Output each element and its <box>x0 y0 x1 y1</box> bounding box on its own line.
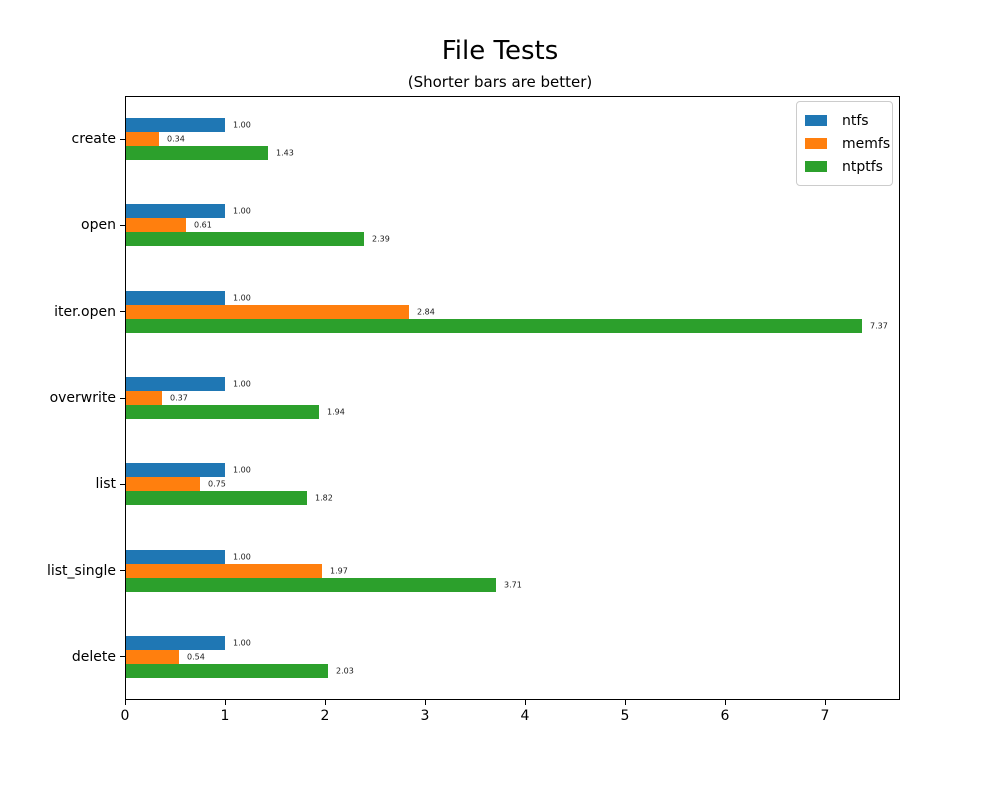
legend-label: ntptfs <box>842 158 883 175</box>
bar-value-label: 1.00 <box>233 465 251 475</box>
x-tick-label: 7 <box>820 708 830 724</box>
y-axis-tick <box>120 397 125 399</box>
x-axis-tick <box>825 700 826 705</box>
x-tick-label: 2 <box>320 708 330 724</box>
bar-value-label: 7.37 <box>870 321 888 331</box>
x-tick-label: 4 <box>520 708 530 724</box>
y-axis-tick <box>120 138 125 140</box>
bar-ntptfs <box>126 491 307 506</box>
bar-memfs <box>126 391 162 405</box>
y-axis-tick <box>120 311 125 313</box>
bar-value-label: 1.00 <box>233 638 251 648</box>
category-label: overwrite <box>49 390 116 406</box>
bar-ntptfs <box>126 577 496 592</box>
x-axis-tick <box>725 700 726 705</box>
bar-value-label: 2.84 <box>417 307 435 317</box>
bar-value-label: 1.00 <box>233 552 251 562</box>
legend-label: memfs <box>842 135 891 152</box>
x-axis-tick <box>125 700 126 705</box>
plot-area <box>125 96 900 700</box>
y-axis-tick <box>120 224 125 226</box>
legend-swatch-icon <box>805 115 827 126</box>
chart-subtitle: (Shorter bars are better) <box>407 73 593 91</box>
bar-memfs <box>126 132 159 147</box>
bar-value-label: 1.00 <box>233 120 251 130</box>
bar-ntfs <box>126 377 225 391</box>
legend-entry-ntptfs: ntptfs <box>805 155 884 178</box>
bar-memfs <box>126 304 409 319</box>
bar-memfs <box>126 649 179 664</box>
bar-value-label: 2.39 <box>372 234 390 244</box>
bar-value-label: 0.34 <box>167 134 185 144</box>
bar-value-label: 0.37 <box>170 393 188 403</box>
category-label: iter.open <box>54 303 116 320</box>
x-tick-label: 3 <box>420 708 430 724</box>
legend-swatch-icon <box>805 138 827 149</box>
bar-ntptfs <box>126 318 862 333</box>
y-axis-tick <box>120 656 125 658</box>
bar-value-label: 0.61 <box>194 220 212 230</box>
x-axis-tick <box>325 700 326 705</box>
legend-swatch-icon <box>805 161 827 172</box>
bar-ntptfs <box>126 146 268 161</box>
x-tick-label: 0 <box>120 708 130 724</box>
bar-ntptfs <box>126 663 328 678</box>
bar-memfs <box>126 218 186 233</box>
legend-label: ntfs <box>842 112 869 129</box>
category-label: list_single <box>46 562 116 579</box>
category-label: create <box>71 131 116 148</box>
bar-ntfs <box>126 118 225 133</box>
bar-value-label: 1.94 <box>327 407 345 417</box>
bar-memfs <box>126 477 200 492</box>
bar-ntfs <box>126 635 225 650</box>
bar-value-label: 1.00 <box>233 293 251 303</box>
bar-ntfs <box>126 549 225 564</box>
x-axis-tick <box>225 700 226 705</box>
bar-ntfs <box>126 463 225 478</box>
legend: ntfs memfs ntptfs <box>796 101 893 186</box>
bar-value-label: 1.00 <box>233 379 251 389</box>
category-label: open <box>81 217 116 234</box>
bar-value-label: 0.54 <box>187 652 205 662</box>
x-axis-tick <box>425 700 426 705</box>
legend-entry-memfs: memfs <box>805 132 890 155</box>
x-tick-label: 1 <box>220 708 230 724</box>
x-tick-label: 5 <box>620 708 630 724</box>
bar-memfs <box>126 563 322 578</box>
bar-value-label: 0.75 <box>208 479 226 489</box>
category-label: list <box>95 476 116 493</box>
x-axis-tick <box>625 700 626 705</box>
legend-entry-ntfs: ntfs <box>805 109 884 132</box>
x-tick-label: 6 <box>720 708 730 724</box>
bar-value-label: 1.00 <box>233 206 251 216</box>
y-axis-tick <box>120 570 125 572</box>
bar-value-label: 1.97 <box>330 566 348 576</box>
bar-ntfs <box>126 290 225 305</box>
bar-value-label: 1.82 <box>315 493 333 503</box>
bar-value-label: 3.71 <box>504 580 522 590</box>
chart-title: File Tests <box>441 36 559 66</box>
bar-value-label: 1.43 <box>276 148 294 158</box>
x-axis-tick <box>525 700 526 705</box>
bar-ntfs <box>126 204 225 219</box>
category-label: delete <box>71 648 116 665</box>
bar-ntptfs <box>126 232 364 247</box>
bar-value-label: 2.03 <box>336 666 354 676</box>
bar-ntptfs <box>126 405 319 419</box>
y-axis-tick <box>120 483 125 485</box>
